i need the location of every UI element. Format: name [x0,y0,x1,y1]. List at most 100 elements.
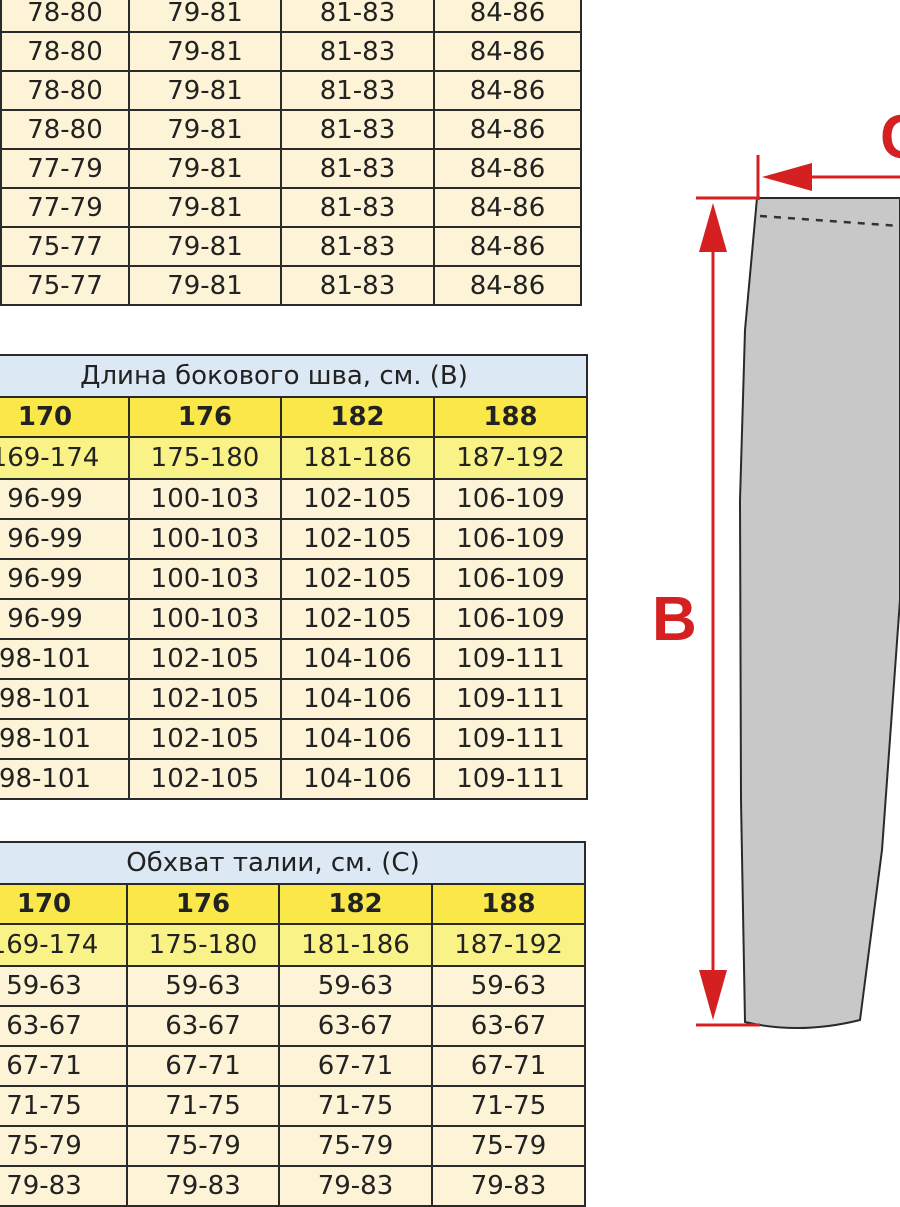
height-header-row: 170 176 182 188 [0,883,587,925]
table-c-body: Обхват талии, см. (С) 170 176 182 188 169-17… [0,841,587,1207]
table-cell: 71-75 [126,1085,280,1127]
table-cell: 109-111 [432,638,589,680]
table-cell: 104-106 [280,678,435,720]
height-range-cell: 175-180 [126,923,280,967]
table-cell: 79-81 [128,265,282,306]
height-range-row: 169-174 175-180 181-186 187-192 [0,436,589,480]
table-cell: 79-83 [278,1165,433,1207]
table-b-title: Длина бокового шва, см. (В) [0,354,589,398]
table-cell: 81-83 [280,148,435,189]
size-table-c: Обхват талии, см. (С) 170 176 182 188 169-17… [0,841,587,1207]
table-cell: 81-83 [280,265,435,306]
length-arrow-b [696,196,760,1027]
height-range-cell: 169-174 [0,436,130,480]
table-cell: 106-109 [432,478,589,520]
table-cell: 84-86 [433,70,582,111]
table-cell: 100-103 [128,518,282,560]
table-cell: 102-105 [280,558,435,600]
table-cell: 102-105 [128,718,282,760]
table-cell: 106-109 [432,558,589,600]
table-b-body: Длина бокового шва, см. (В) 170 176 182 188… [0,354,589,800]
size-table-a: 78-80 79-81 81-83 84-86 78-80 79-81 81-83 84-86… [0,0,582,306]
table-cell: 79-81 [128,70,282,111]
table-cell: 67-71 [126,1045,280,1087]
height-range-cell: 169-174 [0,923,128,967]
table-c-title: Обхват талии, см. (С) [0,841,587,885]
table-cell: 100-103 [128,598,282,640]
table-cell: 71-75 [278,1085,433,1127]
table-cell: 84-86 [433,31,582,72]
table-cell: 78-80 [0,0,130,33]
table-cell: 75-79 [278,1125,433,1167]
table-cell: 77-79 [0,187,130,228]
table-cell: 81-83 [280,187,435,228]
table-row: 75-79 75-79 75-79 75-79 [0,1125,587,1167]
table-cell: 84-86 [433,265,582,306]
table-c-title-row: Обхват талии, см. (С) [0,841,587,885]
table-cell: 75-77 [0,226,130,267]
table-row: 75-77 79-81 81-83 84-86 [0,265,582,306]
height-header-cell: 176 [126,883,280,925]
height-header-cell: 170 [0,396,130,438]
height-range-cell: 187-192 [430,923,587,967]
table-row: 78-80 79-81 81-83 84-86 [0,109,582,150]
table-row: 77-79 79-81 81-83 84-86 [0,148,582,189]
table-cell: 102-105 [128,678,282,720]
table-cell: 102-105 [128,758,282,800]
table-cell: 63-67 [126,1005,280,1047]
table-cell: 63-67 [430,1005,587,1047]
table-cell: 102-105 [280,478,435,520]
table-cell: 98-101 [0,678,130,720]
table-row: 98-101 102-105 104-106 109-111 [0,638,589,680]
table-row: 98-101 102-105 104-106 109-111 [0,718,589,760]
table-cell: 84-86 [433,187,582,228]
height-range-cell: 181-186 [278,923,433,967]
table-cell: 106-109 [432,518,589,560]
table-cell: 78-80 [0,109,130,150]
table-row: 96-99 100-103 102-105 106-109 [0,518,589,560]
table-cell: 59-63 [126,965,280,1007]
table-cell: 109-111 [432,678,589,720]
table-cell: 79-81 [128,31,282,72]
table-cell: 100-103 [128,478,282,520]
height-header-cell: 182 [280,396,435,438]
table-cell: 79-81 [128,226,282,267]
table-row: 98-101 102-105 104-106 109-111 [0,758,589,800]
table-cell: 63-67 [0,1005,128,1047]
table-cell: 79-83 [126,1165,280,1207]
table-cell: 79-81 [128,187,282,228]
table-cell: 59-63 [0,965,128,1007]
table-cell: 96-99 [0,478,130,520]
table-row: 78-80 79-81 81-83 84-86 [0,0,582,33]
table-cell: 59-63 [430,965,587,1007]
table-cell: 81-83 [280,109,435,150]
height-header-cell: 188 [432,396,589,438]
table-cell: 78-80 [0,31,130,72]
table-cell: 67-71 [278,1045,433,1087]
table-cell: 77-79 [0,148,130,189]
table-row: 96-99 100-103 102-105 106-109 [0,478,589,520]
table-cell: 75-77 [0,265,130,306]
table-cell: 104-106 [280,718,435,760]
table-cell: 104-106 [280,638,435,680]
table-cell: 81-83 [280,70,435,111]
table-row: 96-99 100-103 102-105 106-109 [0,558,589,600]
table-cell: 106-109 [432,598,589,640]
trouser-leg-shape [738,197,900,1030]
table-cell: 79-81 [128,0,282,33]
height-header-cell: 176 [128,396,282,438]
table-b-title-row: Длина бокового шва, см. (В) [0,354,589,398]
table-row: 78-80 79-81 81-83 84-86 [0,31,582,72]
table-cell: 109-111 [432,758,589,800]
table-row: 67-71 67-71 67-71 67-71 [0,1045,587,1087]
table-cell: 84-86 [433,148,582,189]
height-range-cell: 175-180 [128,436,282,480]
table-row: 59-63 59-63 59-63 59-63 [0,965,587,1007]
table-cell: 98-101 [0,758,130,800]
table-cell: 96-99 [0,518,130,560]
table-cell: 75-79 [0,1125,128,1167]
table-cell: 79-83 [430,1165,587,1207]
table-cell: 96-99 [0,598,130,640]
table-cell: 59-63 [278,965,433,1007]
height-header-cell: 182 [278,883,433,925]
